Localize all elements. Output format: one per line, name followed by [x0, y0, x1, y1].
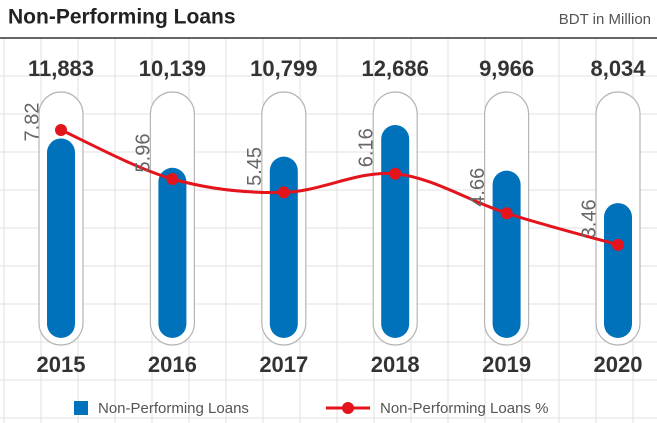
line-marker [612, 238, 624, 251]
bar [269, 156, 298, 338]
line-marker [55, 124, 67, 136]
background-grid [0, 37, 657, 423]
line-value-label: 3.46 [578, 199, 600, 238]
bar [381, 125, 410, 338]
line-value-label: 5.96 [133, 134, 155, 173]
x-tick-label: 2018 [371, 352, 420, 377]
line-marker [166, 172, 179, 185]
bar-value-label: 12,686 [362, 56, 429, 81]
line-marker [277, 186, 290, 199]
chart-title: Non-Performing Loans [8, 6, 236, 29]
bar-value-label: 10,139 [139, 56, 206, 81]
bar [47, 138, 75, 338]
legend-marker [342, 402, 354, 414]
bar-value-label: 11,883 [28, 56, 94, 81]
x-tick-label: 2020 [594, 352, 643, 377]
x-tick-label: 2015 [37, 352, 86, 377]
legend-label: Non-Performing Loans [98, 400, 249, 417]
line-value-label: 7.82 [21, 103, 43, 142]
legend-swatch [74, 401, 88, 415]
bar-value-label: 9,966 [479, 56, 534, 81]
line-value-label: 6.16 [355, 128, 377, 167]
line-value-label: 5.45 [244, 147, 266, 186]
bar [158, 167, 187, 338]
line [60, 128, 619, 247]
x-tick-label: 2017 [259, 352, 308, 377]
line-value-label: 4.66 [467, 168, 489, 207]
x-tick-label: 2016 [148, 352, 197, 377]
chart-subtitle: BDT in Million [559, 11, 651, 28]
bar [604, 203, 632, 338]
legend-label: Non-Performing Loans % [380, 400, 548, 417]
bar [492, 170, 521, 338]
header-bg [0, 0, 657, 38]
bar-value-label: 8,034 [590, 56, 646, 81]
line-marker [500, 207, 513, 220]
bar-value-label: 10,799 [250, 56, 317, 81]
line-marker [389, 167, 402, 180]
x-tick-label: 2019 [482, 352, 531, 377]
